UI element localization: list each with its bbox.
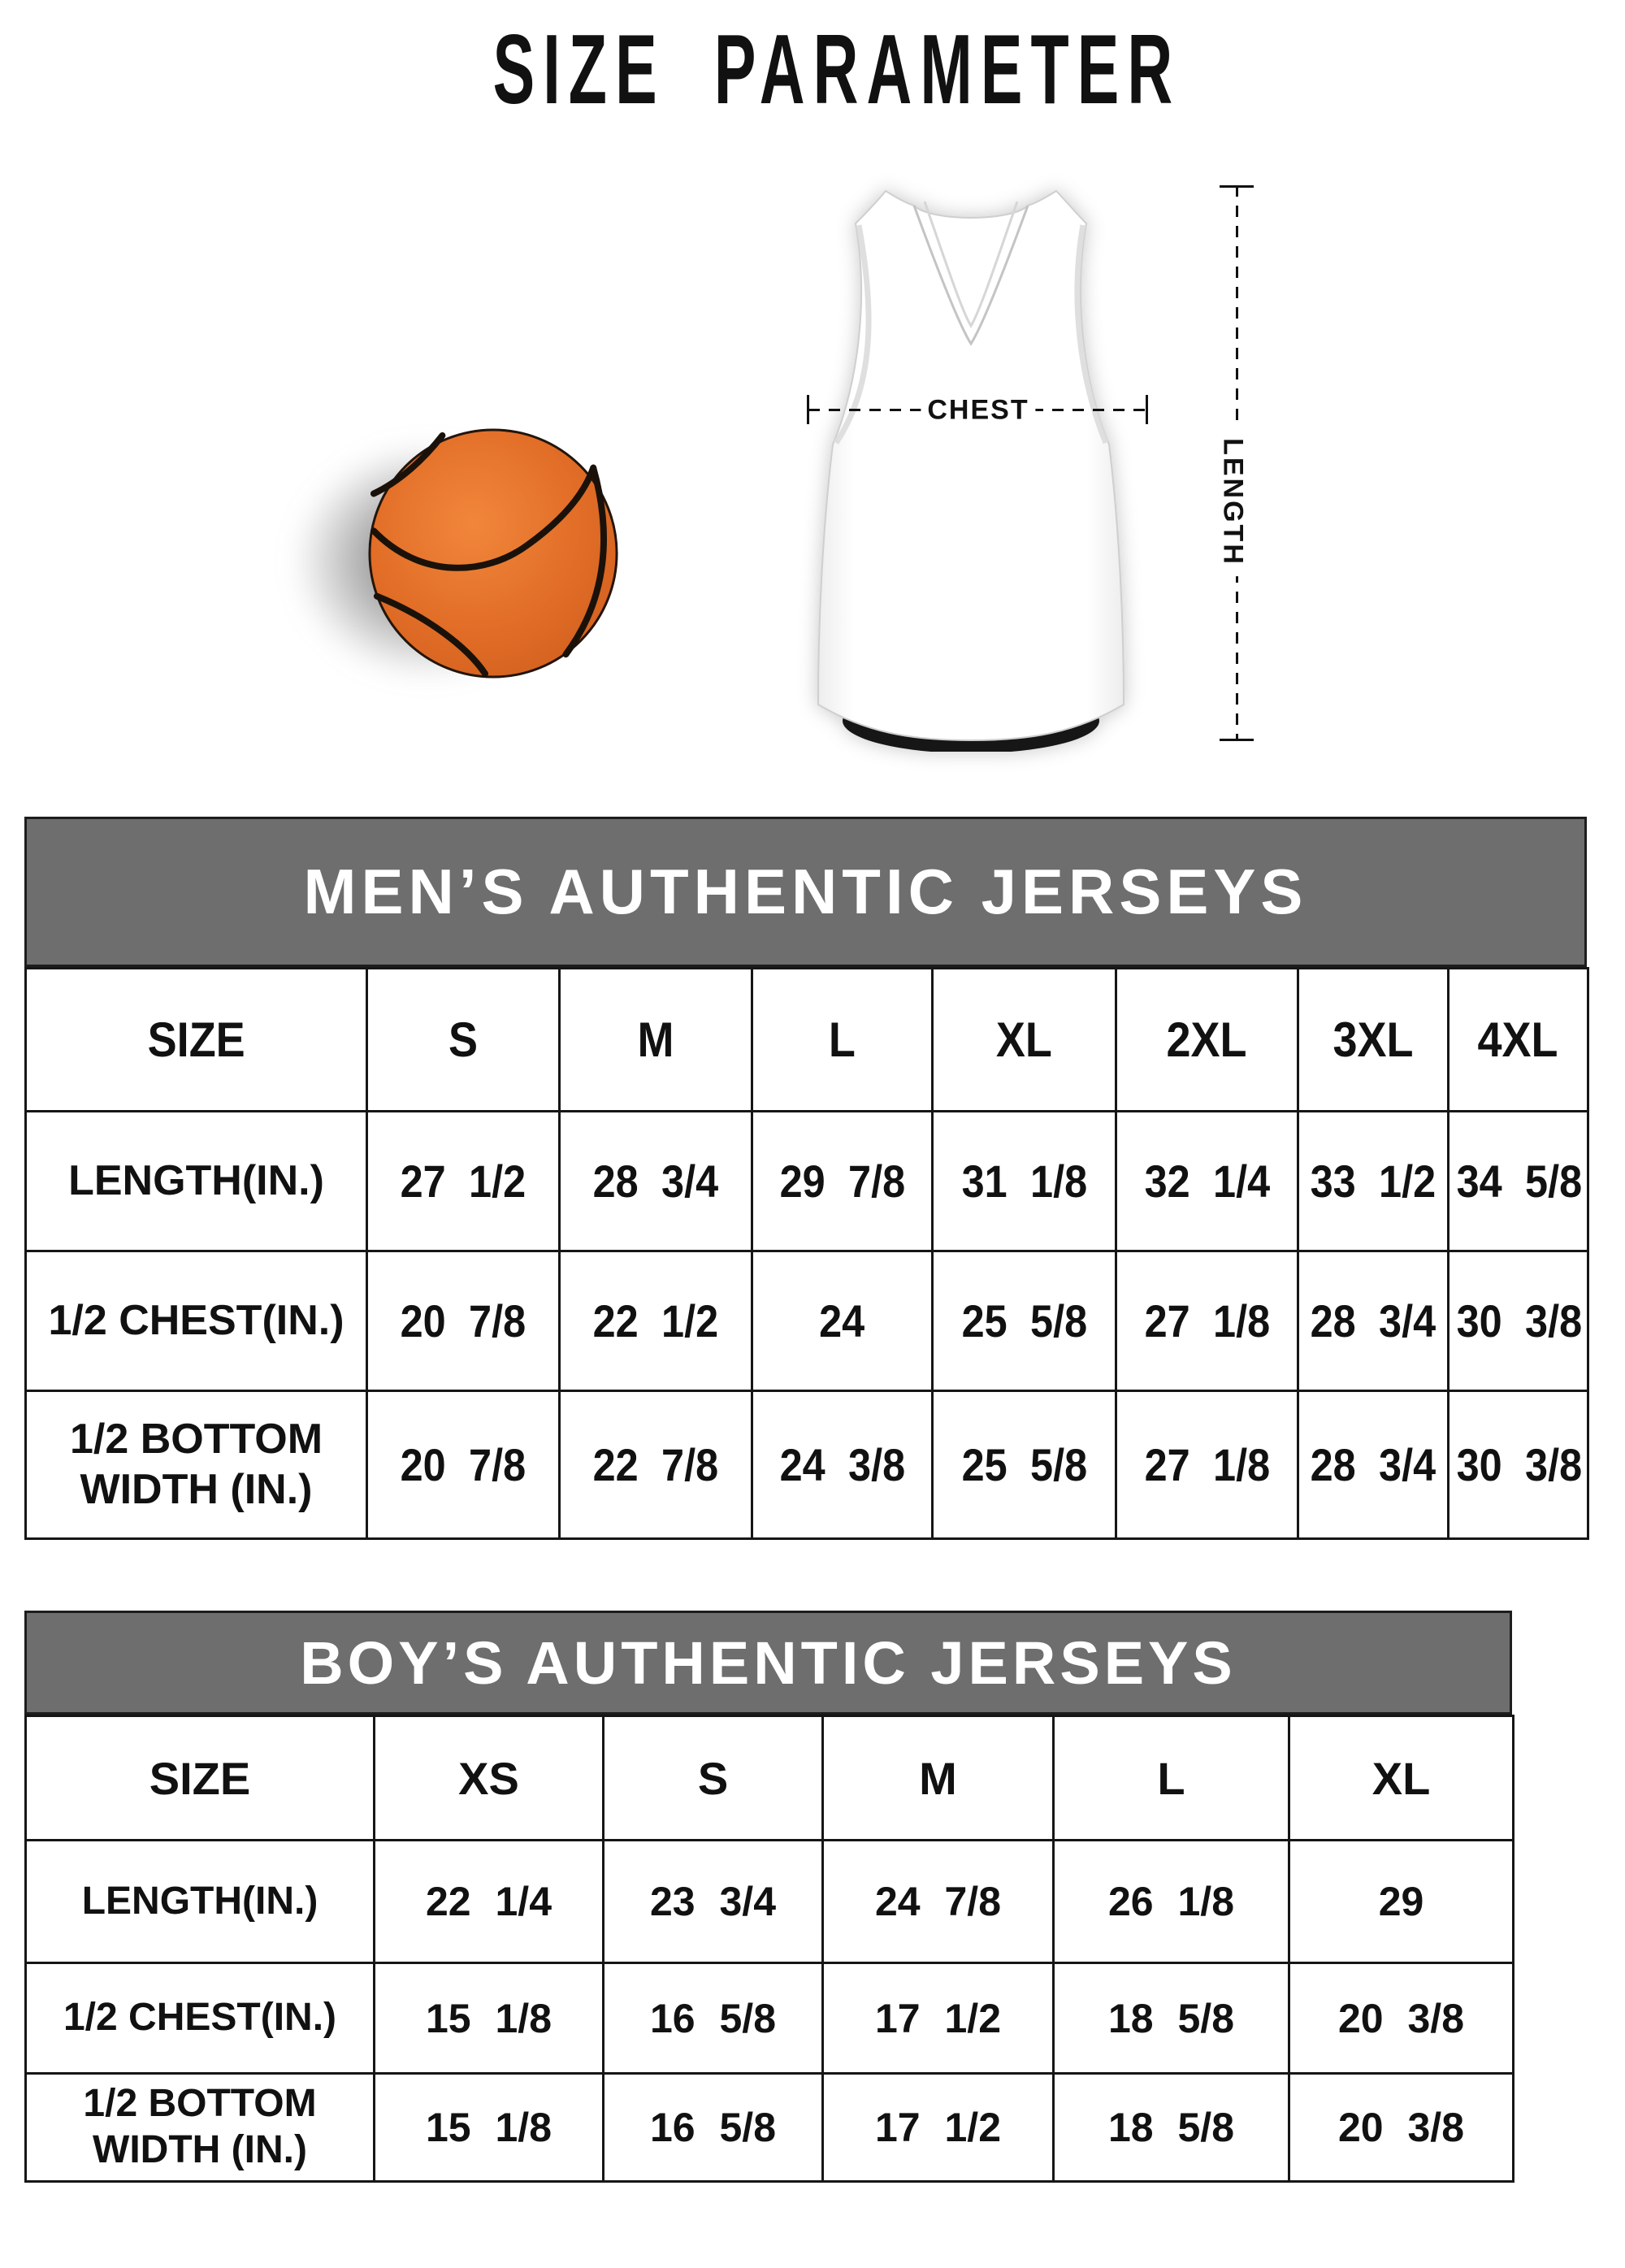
- mens-row-label-bottom-width: 1/2 BOTTOM WIDTH (IN.): [24, 1390, 368, 1540]
- mens-chest-2xl: 27 1/8: [1115, 1250, 1299, 1392]
- boys-row-label-bottom-width: 1/2 BOTTOM WIDTH (IN.): [24, 2072, 375, 2183]
- boys-length-xl: 29: [1288, 1839, 1514, 1964]
- jersey-armhole-left-shade: [834, 224, 872, 444]
- boys-length-row: LENGTH(IN.) 22 1/4 23 3/4 24 7/8 26 1/8 …: [24, 1839, 1514, 1964]
- mens-bottom-l: 24 3/8: [751, 1390, 934, 1540]
- boys-chest-l: 18 5/8: [1052, 1962, 1290, 2075]
- length-label: LENGTH: [1216, 428, 1249, 576]
- mens-length-l: 29 7/8: [751, 1110, 934, 1252]
- jersey-vneck-outer: [912, 205, 1029, 346]
- mens-col-header-xl: XL: [931, 967, 1117, 1112]
- mens-length-s: 27 1/2: [366, 1110, 561, 1252]
- mens-chest-3xl: 28 3/4: [1297, 1250, 1450, 1392]
- boys-length-m: 24 7/8: [821, 1839, 1055, 1964]
- jersey-body: [817, 189, 1125, 742]
- mens-bottom-3xl: 28 3/4: [1297, 1390, 1450, 1540]
- boys-col-header-size: SIZE: [24, 1715, 375, 1841]
- mens-row-label-length: LENGTH(IN.): [24, 1110, 368, 1252]
- mens-size-table: SIZE S M L XL 2XL 3XL 4XL LENGTH(IN.) 27…: [24, 967, 1589, 1540]
- mens-chest-xl: 25 5/8: [931, 1250, 1117, 1392]
- boys-length-xs: 22 1/4: [373, 1839, 604, 1964]
- boys-bottom-m: 17 1/2: [821, 2072, 1055, 2183]
- boys-col-header-l: L: [1052, 1715, 1290, 1841]
- mens-bottom-xl: 25 5/8: [931, 1390, 1117, 1540]
- chest-line-right-tick: [1146, 395, 1148, 424]
- mens-col-header-4xl: 4XL: [1447, 967, 1589, 1112]
- boys-bottom-l: 18 5/8: [1052, 2072, 1290, 2183]
- mens-chest-4xl: 30 3/8: [1447, 1250, 1589, 1392]
- boys-chest-xl: 20 3/8: [1288, 1962, 1514, 2075]
- mens-col-header-l: L: [751, 967, 934, 1112]
- length-line-bottom-cap: [1220, 739, 1254, 741]
- mens-row-label-chest: 1/2 CHEST(IN.): [24, 1250, 368, 1392]
- mens-length-row: LENGTH(IN.) 27 1/2 28 3/4 29 7/8 31 1/8 …: [24, 1110, 1589, 1252]
- jersey-icon: [817, 189, 1125, 752]
- boys-row-label-length: LENGTH(IN.): [24, 1839, 375, 1964]
- boys-size-table: SIZE XS S M L XL LENGTH(IN.) 22 1/4 23 3…: [24, 1715, 1514, 2183]
- mens-col-header-3xl: 3XL: [1297, 967, 1450, 1112]
- length-line-top-cap: [1220, 185, 1254, 188]
- mens-bottom-2xl: 27 1/8: [1115, 1390, 1299, 1540]
- boys-row-label-chest: 1/2 CHEST(IN.): [24, 1962, 375, 2075]
- mens-chest-s: 20 7/8: [366, 1250, 561, 1392]
- jersey-armhole-right-shade: [1074, 224, 1109, 444]
- mens-col-header-2xl: 2XL: [1115, 967, 1299, 1112]
- mens-length-3xl: 33 1/2: [1297, 1110, 1450, 1252]
- mens-chest-row: 1/2 CHEST(IN.) 20 7/8 22 1/2 24 25 5/8 2…: [24, 1250, 1589, 1392]
- boys-bottom-xs: 15 1/8: [373, 2072, 604, 2183]
- mens-length-xl: 31 1/8: [931, 1110, 1117, 1252]
- mens-bottom-4xl: 30 3/8: [1447, 1390, 1589, 1540]
- boys-col-header-m: M: [821, 1715, 1055, 1841]
- mens-length-m: 28 3/4: [558, 1110, 753, 1252]
- mens-bottom-m: 22 7/8: [558, 1390, 753, 1540]
- boys-bottom-s: 16 5/8: [602, 2072, 824, 2183]
- boys-bottom-xl: 20 3/8: [1288, 2072, 1514, 2183]
- boys-bottom-width-row: 1/2 BOTTOM WIDTH (IN.) 15 1/8 16 5/8 17 …: [24, 2072, 1514, 2183]
- mens-col-header-s: S: [366, 967, 561, 1112]
- jersey-vneck-inner: [923, 201, 1019, 328]
- boys-header-row: SIZE XS S M L XL: [24, 1715, 1514, 1841]
- mens-col-header-m: M: [558, 967, 753, 1112]
- mens-length-4xl: 34 5/8: [1447, 1110, 1589, 1252]
- mens-header-row: SIZE S M L XL 2XL 3XL 4XL: [24, 967, 1589, 1112]
- chest-label: CHEST: [921, 394, 1036, 427]
- boys-col-header-xl: XL: [1288, 1715, 1514, 1841]
- chest-line-left-tick: [807, 395, 809, 424]
- mens-length-2xl: 32 1/4: [1115, 1110, 1299, 1252]
- boys-length-s: 23 3/4: [602, 1839, 824, 1964]
- boys-chest-row: 1/2 CHEST(IN.) 15 1/8 16 5/8 17 1/2 18 5…: [24, 1962, 1514, 2075]
- boys-section-title: BOY’S AUTHENTIC JERSEYS: [300, 1628, 1237, 1697]
- mens-col-header-size: SIZE: [24, 967, 368, 1112]
- page-title: SIZE PARAMETER: [492, 15, 1181, 125]
- mens-bottom-width-row: 1/2 BOTTOM WIDTH (IN.) 20 7/8 22 7/8 24 …: [24, 1390, 1589, 1540]
- boys-chest-xs: 15 1/8: [373, 1962, 604, 2075]
- boys-chest-m: 17 1/2: [821, 1962, 1055, 2075]
- boys-section-header: BOY’S AUTHENTIC JERSEYS: [24, 1611, 1512, 1715]
- boys-col-header-s: S: [602, 1715, 824, 1841]
- boys-chest-s: 16 5/8: [602, 1962, 824, 2075]
- mens-section-title: MEN’S AUTHENTIC JERSEYS: [303, 856, 1308, 927]
- boys-length-l: 26 1/8: [1052, 1839, 1290, 1964]
- mens-section-header: MEN’S AUTHENTIC JERSEYS: [24, 817, 1587, 967]
- mens-bottom-s: 20 7/8: [366, 1390, 561, 1540]
- mens-chest-l: 24: [751, 1250, 934, 1392]
- basketball-icon: [368, 428, 618, 679]
- boys-col-header-xs: XS: [373, 1715, 604, 1841]
- mens-chest-m: 22 1/2: [558, 1250, 753, 1392]
